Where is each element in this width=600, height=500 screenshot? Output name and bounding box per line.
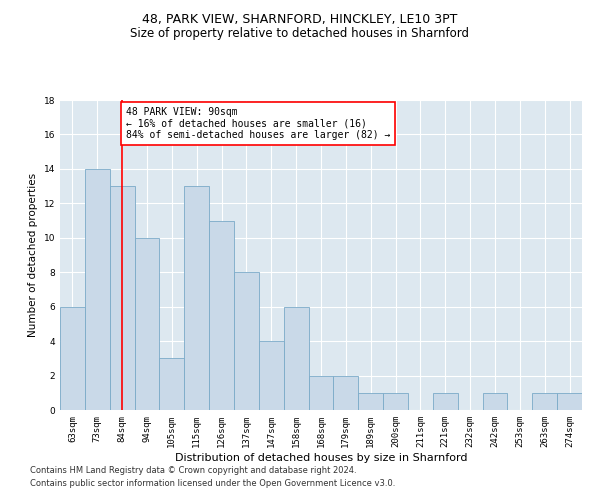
Bar xyxy=(134,238,160,410)
X-axis label: Distribution of detached houses by size in Sharnford: Distribution of detached houses by size … xyxy=(175,452,467,462)
Text: Size of property relative to detached houses in Sharnford: Size of property relative to detached ho… xyxy=(131,28,470,40)
Bar xyxy=(308,376,334,410)
Bar xyxy=(110,186,134,410)
Bar xyxy=(209,220,234,410)
Y-axis label: Number of detached properties: Number of detached properties xyxy=(28,173,38,337)
Bar xyxy=(557,393,582,410)
Bar xyxy=(234,272,259,410)
Text: Contains public sector information licensed under the Open Government Licence v3: Contains public sector information licen… xyxy=(30,478,395,488)
Bar xyxy=(284,306,308,410)
Bar xyxy=(532,393,557,410)
Text: 48, PARK VIEW, SHARNFORD, HINCKLEY, LE10 3PT: 48, PARK VIEW, SHARNFORD, HINCKLEY, LE10… xyxy=(142,12,458,26)
Bar xyxy=(482,393,508,410)
Bar xyxy=(160,358,184,410)
Text: Contains HM Land Registry data © Crown copyright and database right 2024.: Contains HM Land Registry data © Crown c… xyxy=(30,466,356,475)
Bar xyxy=(85,169,110,410)
Bar xyxy=(334,376,358,410)
Bar xyxy=(259,341,284,410)
Text: 48 PARK VIEW: 90sqm
← 16% of detached houses are smaller (16)
84% of semi-detach: 48 PARK VIEW: 90sqm ← 16% of detached ho… xyxy=(126,107,390,140)
Bar xyxy=(358,393,383,410)
Bar xyxy=(60,306,85,410)
Bar xyxy=(383,393,408,410)
Bar xyxy=(433,393,458,410)
Bar xyxy=(184,186,209,410)
